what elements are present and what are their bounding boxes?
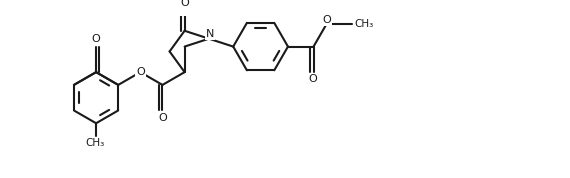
Text: O: O xyxy=(322,15,331,25)
Text: N: N xyxy=(206,29,214,39)
Text: CH₃: CH₃ xyxy=(86,138,105,148)
Text: O: O xyxy=(92,34,100,44)
Text: O: O xyxy=(308,74,317,84)
Text: CH₃: CH₃ xyxy=(354,19,373,29)
Text: O: O xyxy=(158,113,167,123)
Text: O: O xyxy=(180,0,189,8)
Text: O: O xyxy=(136,67,145,77)
